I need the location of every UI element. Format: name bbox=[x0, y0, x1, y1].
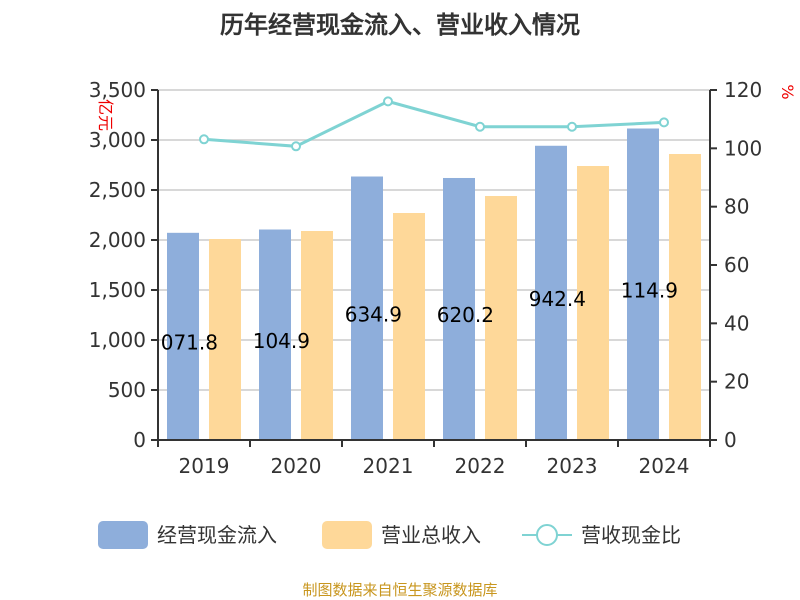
data-label-cash-inflow: 2942.4 bbox=[516, 287, 586, 311]
ratio-point bbox=[475, 121, 485, 132]
ratio-point bbox=[567, 121, 577, 132]
legend-swatch-revenue bbox=[322, 521, 372, 549]
left-axis-unit: 亿元 bbox=[96, 99, 115, 131]
legend-label-ratio: 营收现金比 bbox=[581, 523, 681, 547]
bar-cash-inflow bbox=[351, 176, 383, 440]
left-axis-tick-label: 3,500 bbox=[89, 78, 146, 102]
bar-revenue bbox=[301, 231, 333, 440]
right-axis-tick-label: 60 bbox=[724, 253, 749, 277]
right-axis-tick-label: 40 bbox=[724, 311, 749, 335]
bars bbox=[167, 128, 701, 441]
data-label-cash-inflow: 2104.9 bbox=[240, 329, 310, 353]
bar-cash-inflow bbox=[535, 145, 567, 440]
left-axis-tick-label: 1,500 bbox=[89, 278, 146, 302]
left-axis-tick-label: 1,000 bbox=[89, 328, 146, 352]
legend: 经营现金流入 营业总收入 营收现金比 bbox=[98, 521, 681, 549]
data-label-cash-inflow: 2071.8 bbox=[148, 330, 218, 354]
legend-item-ratio[interactable]: 营收现金比 bbox=[522, 523, 681, 547]
ratio-line-path bbox=[203, 99, 665, 148]
x-axis-tick-label: 2024 bbox=[639, 454, 690, 478]
x-axis-tick-label: 2020 bbox=[271, 454, 322, 478]
left-axis-tick-label: 3,000 bbox=[89, 128, 146, 152]
data-label-cash-inflow: 3114.9 bbox=[608, 278, 678, 302]
x-axis-tick-label: 2021 bbox=[363, 454, 414, 478]
bar-revenue bbox=[577, 166, 609, 440]
x-axis-tick-label: 2022 bbox=[455, 454, 506, 478]
bar-revenue bbox=[485, 196, 517, 440]
source-note: 制图数据来自恒生聚源数据库 bbox=[302, 581, 497, 599]
legend-item-revenue[interactable]: 营业总收入 bbox=[322, 521, 481, 549]
right-axis-tick-label: 120 bbox=[724, 78, 762, 102]
right-axis-tick-label: 20 bbox=[724, 370, 749, 394]
bar-revenue bbox=[669, 154, 701, 440]
bar-cash-inflow bbox=[259, 229, 291, 440]
right-axis-unit: % bbox=[778, 84, 797, 99]
ratio-point bbox=[659, 117, 669, 128]
data-label-cash-inflow: 2634.9 bbox=[332, 302, 402, 326]
bar-revenue bbox=[393, 213, 425, 440]
bar-cash-inflow bbox=[443, 177, 475, 441]
chart-title: 历年经营现金流入、营业收入情况 bbox=[220, 11, 580, 39]
left-axis-tick-label: 0 bbox=[133, 428, 146, 452]
ratio-point bbox=[199, 134, 209, 145]
ratio-point bbox=[383, 96, 393, 107]
legend-item-cash-inflow[interactable]: 经营现金流入 bbox=[98, 521, 277, 549]
right-axis-tick-label: 0 bbox=[724, 428, 737, 452]
left-axis-tick-label: 500 bbox=[108, 378, 146, 402]
left-axis-tick-label: 2,500 bbox=[89, 178, 146, 202]
data-label-cash-inflow: 2620.2 bbox=[424, 303, 494, 327]
legend-label-cash-inflow: 经营现金流入 bbox=[157, 523, 277, 547]
gridlines bbox=[158, 89, 710, 391]
bar-cash-inflow bbox=[627, 128, 659, 440]
legend-label-revenue: 营业总收入 bbox=[381, 523, 481, 547]
legend-swatch-cash-inflow bbox=[98, 521, 148, 549]
legend-marker-ratio bbox=[536, 524, 558, 546]
x-axis-tick-label: 2019 bbox=[179, 454, 230, 478]
right-axis-tick-label: 80 bbox=[724, 195, 749, 219]
x-axis-tick-label: 2023 bbox=[547, 454, 598, 478]
ratio-point bbox=[291, 141, 301, 152]
axes: 0 500 1,000 1,500 2,000 2,500 3,000 3,500 0 20 40 6… bbox=[89, 78, 762, 478]
right-axis-tick-label: 100 bbox=[724, 136, 762, 160]
left-axis-tick-label: 2,000 bbox=[89, 228, 146, 252]
data-labels: 2071.8 2104.9 2634.9 2620.2 2942.4 3114.9 bbox=[148, 278, 678, 354]
bar-revenue bbox=[209, 239, 241, 440]
bar-cash-inflow bbox=[167, 232, 199, 440]
ratio-line bbox=[199, 96, 669, 152]
